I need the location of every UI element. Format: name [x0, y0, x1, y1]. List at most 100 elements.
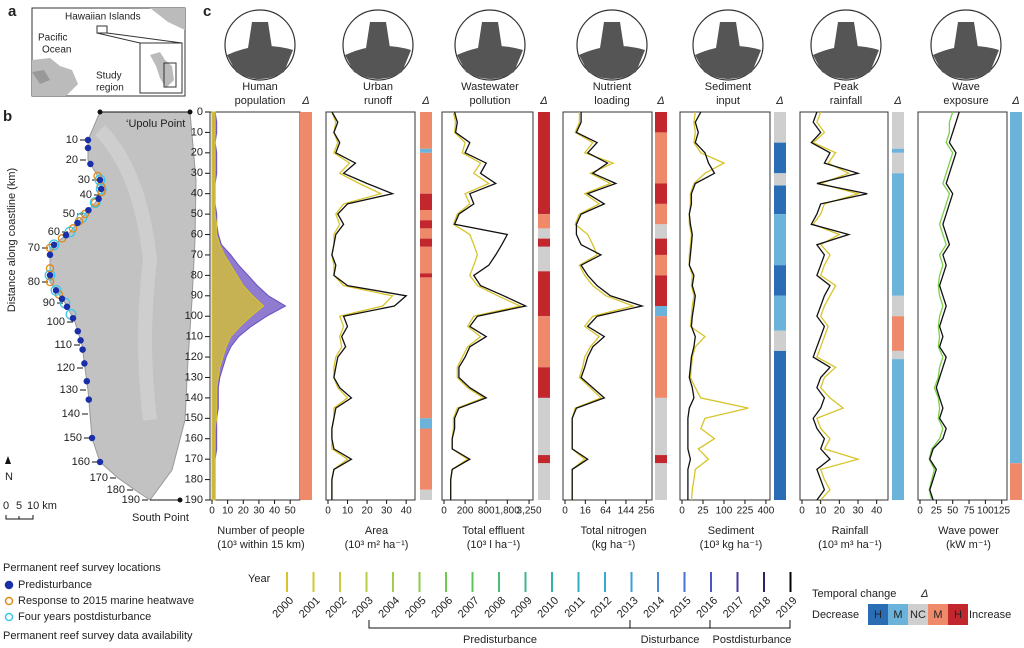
line [688, 111, 749, 501]
delta-segment [538, 455, 550, 464]
y-tick-label: 60 [191, 228, 203, 240]
column-title: Wastewater [461, 81, 519, 93]
map-label: Study [96, 71, 122, 82]
leader-dot [97, 109, 103, 115]
column-title: rainfall [830, 95, 862, 107]
delta-segment [655, 275, 667, 306]
delta-segment [420, 489, 432, 500]
survey-site [95, 183, 107, 195]
x-tick-label: 256 [638, 506, 655, 517]
legend-label: Response to 2015 marine heatwave [18, 595, 194, 607]
line [812, 111, 861, 501]
y-tick-label: 120 [185, 351, 203, 363]
year-label: 2015 [668, 595, 694, 621]
change-label: NC [910, 609, 926, 621]
column-title: runoff [364, 95, 393, 107]
delta-label: Δ [421, 95, 429, 107]
x-axis-label: Wave power [938, 525, 999, 537]
icon-figure [248, 22, 272, 48]
delta-segment [538, 238, 550, 247]
icon-ground [813, 46, 879, 79]
scale-label: 0 [3, 500, 9, 512]
axis-label: Distance along coastline (km) [6, 168, 18, 312]
survey-site [80, 209, 90, 219]
x-tick-label: 30 [852, 506, 864, 517]
y-tick-label: 0 [197, 106, 203, 118]
delta-segment [774, 185, 786, 215]
delta-segment [892, 350, 904, 360]
y-tick-label: 20 [191, 147, 203, 159]
y-tick-label: 130 [185, 371, 203, 383]
y-tick-label: 40 [191, 188, 203, 200]
icon-figure [600, 22, 624, 48]
icon-ground [579, 46, 645, 79]
land [32, 70, 50, 84]
survey-site [97, 185, 105, 193]
island [150, 52, 174, 88]
leader-dot [177, 497, 183, 503]
year-label: 2005 [403, 595, 429, 621]
x-axis-label: (10³ m³ ha⁻¹) [818, 539, 882, 551]
land [150, 8, 185, 30]
delta-segment [1010, 463, 1022, 500]
y-tick-label: 80 [191, 269, 203, 281]
coast-label: 150 [64, 432, 82, 444]
y-tick-label: 170 [185, 453, 203, 465]
year-label: 2007 [456, 595, 482, 621]
delta-segment [420, 220, 432, 229]
change-swatch [948, 604, 968, 625]
inset-map: Hawaiian Islands Pacific Ocean Study reg… [31, 7, 186, 97]
map-label: Pacific [38, 33, 67, 44]
leader-dot [187, 109, 193, 115]
place-label: ‘Upolu Point [126, 118, 185, 130]
x-axis-label: (10³ l ha⁻¹) [467, 539, 521, 551]
relief-shade [94, 125, 158, 421]
coast-label: 50 [63, 208, 75, 220]
x-axis-label: Total effluent [462, 525, 524, 537]
map-label: region [96, 83, 124, 94]
delta-segment [420, 418, 432, 429]
x-tick-label: 16 [580, 506, 592, 517]
legend-marker [4, 580, 14, 590]
survey-site [85, 396, 93, 403]
x-tick-label: 200 [457, 506, 474, 517]
coast-label: 20 [66, 154, 78, 166]
survey-site [88, 434, 96, 442]
year-label: 2017 [721, 595, 747, 621]
column-title: Wave [952, 81, 980, 93]
line [571, 112, 636, 500]
legend-label: Predisturbance [18, 579, 92, 591]
icon-figure [954, 22, 978, 48]
delta-segment [774, 112, 786, 143]
coast-label: 90 [43, 297, 55, 309]
delta-segment [420, 428, 432, 490]
x-tick-label: 3,250 [517, 506, 542, 517]
year-label: 2001 [297, 595, 323, 621]
delta-segment [420, 246, 432, 274]
survey-site [96, 458, 104, 466]
delta-segment [538, 463, 550, 500]
plot-frame [799, 111, 889, 501]
delta-segment [774, 295, 786, 331]
coast-label: 70 [28, 242, 40, 254]
x-axis-label: Total nitrogen [580, 525, 646, 537]
change-label: H [954, 609, 962, 621]
map-label: Hawaiian Islands [65, 12, 141, 23]
delta-segment [420, 148, 432, 153]
delta-segment [892, 148, 904, 153]
x-axis-label: (kg ha⁻¹) [592, 539, 636, 551]
delta-segment [892, 112, 904, 149]
legend-label: Decrease [812, 609, 859, 621]
survey-site [44, 269, 56, 281]
x-tick-label: 100 [977, 506, 994, 517]
line [687, 111, 716, 500]
delta-segment [420, 152, 432, 194]
y-tick-label: 140 [185, 392, 203, 404]
survey-site [85, 206, 92, 214]
locator-box [96, 25, 108, 34]
column-title: pollution [470, 95, 511, 107]
x-axis-label: Area [365, 525, 389, 537]
x-tick-label: 64 [600, 506, 612, 517]
delta-segment [420, 210, 432, 221]
y-tick-label: 110 [185, 331, 203, 343]
